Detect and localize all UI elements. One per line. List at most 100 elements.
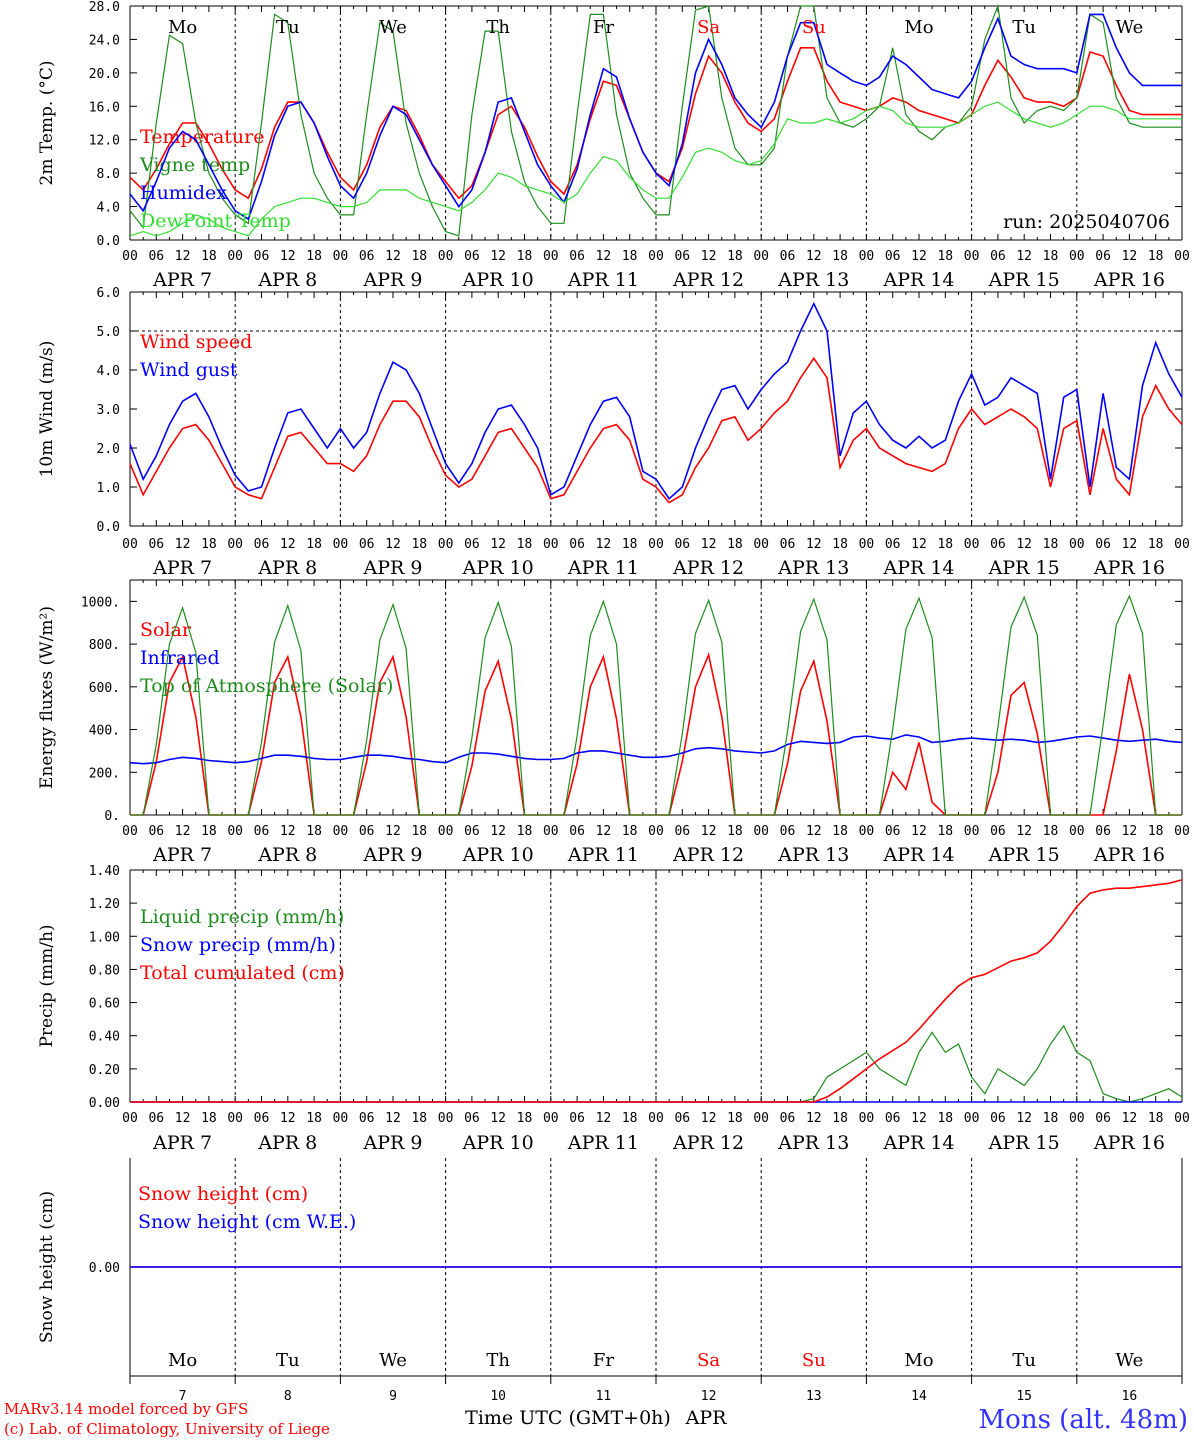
day-label: Sa — [697, 17, 720, 38]
hour-tick-label: 00 — [1174, 249, 1190, 264]
date-label: APR 11 — [567, 1132, 639, 1154]
hour-tick-label: 06 — [569, 1111, 585, 1126]
hour-tick-label: 12 — [806, 537, 822, 552]
hour-tick-label: 06 — [990, 537, 1006, 552]
date-label: APR 15 — [988, 1132, 1060, 1154]
y-tick-label: 0.00 — [89, 1096, 120, 1111]
hour-tick-label: 06 — [464, 537, 480, 552]
y-axis-label: Precip (mm/h) — [37, 924, 57, 1047]
hour-tick-label: 12 — [1016, 249, 1032, 264]
y-tick-label: 28.0 — [89, 0, 120, 15]
y-tick-label: 600. — [89, 681, 120, 696]
y-tick-label: 1.0 — [97, 481, 120, 496]
y-axis-label: 2m Temp. (°C) — [37, 60, 57, 185]
y-axis-label: Snow height (cm) — [37, 1191, 57, 1343]
y-tick-label: 6.0 — [97, 286, 120, 301]
hour-tick-label: 06 — [1095, 1111, 1111, 1126]
y-tick-label: 4.0 — [97, 364, 120, 379]
hour-tick-label: 12 — [490, 1111, 506, 1126]
series-line-dewpoint-temp — [129, 101, 1182, 237]
run-label: run: 2025040706 — [1003, 211, 1170, 233]
hour-tick-label: 12 — [1122, 537, 1138, 552]
hour-tick-label: 00 — [753, 1111, 769, 1126]
date-label: APR 14 — [882, 1132, 954, 1154]
day-label: We — [1116, 1350, 1144, 1371]
hour-tick-label: 18 — [306, 249, 322, 264]
y-axis-label: 10m Wind (m/s) — [37, 341, 57, 478]
day-label: Mo — [168, 1350, 197, 1371]
y-tick-label: 1.00 — [89, 930, 120, 945]
footer-credit: (c) Lab. of Climatology, University of L… — [4, 1420, 330, 1438]
hour-tick-label: 06 — [359, 537, 375, 552]
day-label: Tu — [1012, 17, 1036, 38]
series-line-humidex — [129, 13, 1182, 221]
date-label: APR 9 — [363, 269, 423, 291]
y-tick-label: 1.20 — [89, 897, 120, 912]
day-label: Tu — [276, 17, 300, 38]
y-tick-label: 0.20 — [89, 1063, 120, 1078]
hour-tick-label: 18 — [1043, 249, 1059, 264]
date-label: APR 16 — [1093, 844, 1165, 866]
hour-tick-label: 18 — [517, 824, 533, 839]
hour-tick-label: 12 — [385, 537, 401, 552]
hour-tick-label: 06 — [148, 1111, 164, 1126]
hour-tick-label: 12 — [175, 537, 191, 552]
y-tick-label: 20.0 — [89, 67, 120, 82]
hour-tick-label: 00 — [753, 249, 769, 264]
panel-wind: 00 06 12 18 00 06 12 18 00 06 12 18 00 06 12 18 00 06 12 18… — [37, 286, 1190, 579]
date-label: APR 16 — [1093, 557, 1165, 579]
hour-tick-label: 12 — [806, 824, 822, 839]
date-label: APR 7 — [152, 269, 212, 291]
day-label: Mo — [904, 17, 933, 38]
day-number-label: 10 — [490, 1389, 506, 1404]
y-tick-label: 400. — [89, 724, 120, 739]
day-label: Su — [802, 1350, 826, 1371]
hour-tick-label: 18 — [1148, 537, 1164, 552]
hour-tick-label: 00 — [753, 537, 769, 552]
panel-energy: 00 06 12 18 00 06 12 18 00 06 12 18 00 06 12 18 00 06 12 18… — [37, 579, 1190, 866]
series-line-wind-gust — [129, 301, 1183, 500]
hour-tick-label: 18 — [1148, 249, 1164, 264]
hour-tick-label: 18 — [411, 537, 427, 552]
hour-tick-label: 00 — [543, 824, 559, 839]
date-label: APR 13 — [777, 269, 849, 291]
hour-tick-label: 06 — [674, 1111, 690, 1126]
hour-tick-label: 12 — [490, 249, 506, 264]
hour-tick-label: 06 — [885, 537, 901, 552]
hour-tick-label: 12 — [490, 824, 506, 839]
hour-tick-label: 00 — [333, 1111, 349, 1126]
hour-tick-label: 18 — [411, 1111, 427, 1126]
day-number-label: 14 — [911, 1389, 927, 1404]
day-label: Th — [486, 1350, 510, 1371]
hour-tick-label: 12 — [1122, 249, 1138, 264]
hour-tick-label: 18 — [622, 537, 638, 552]
legend-entry: Snow height (cm) — [138, 1183, 308, 1205]
hour-tick-label: 18 — [201, 1111, 217, 1126]
hour-tick-label: 00 — [438, 1111, 454, 1126]
hour-tick-label: 06 — [254, 824, 270, 839]
y-tick-label: 0.60 — [89, 997, 120, 1012]
hour-tick-label: 00 — [648, 537, 664, 552]
series-line-vigne-temp — [129, 3, 1182, 237]
date-label: APR 13 — [777, 844, 849, 866]
hour-tick-label: 18 — [517, 537, 533, 552]
date-label: APR 12 — [672, 844, 744, 866]
hour-tick-label: 00 — [122, 537, 138, 552]
panel-precip: 00 06 12 18 00 06 12 18 00 06 12 18 00 06 12 18 00 06 12 18… — [37, 864, 1190, 1154]
y-tick-label: 0.0 — [97, 234, 120, 249]
hour-tick-label: 18 — [517, 249, 533, 264]
hour-tick-label: 00 — [122, 249, 138, 264]
hour-tick-label: 00 — [227, 537, 243, 552]
hour-tick-label: 18 — [517, 1111, 533, 1126]
hour-tick-label: 18 — [937, 1111, 953, 1126]
x-axis-title: Time UTC (GMT+0h) — [465, 1407, 671, 1429]
hour-tick-label: 18 — [832, 249, 848, 264]
hour-tick-label: 18 — [201, 249, 217, 264]
hour-tick-label: 12 — [596, 1111, 612, 1126]
hour-tick-label: 12 — [596, 249, 612, 264]
hour-tick-label: 18 — [937, 249, 953, 264]
day-number-label: 12 — [701, 1389, 717, 1404]
hour-tick-label: 06 — [780, 249, 796, 264]
date-label: APR 12 — [672, 1132, 744, 1154]
